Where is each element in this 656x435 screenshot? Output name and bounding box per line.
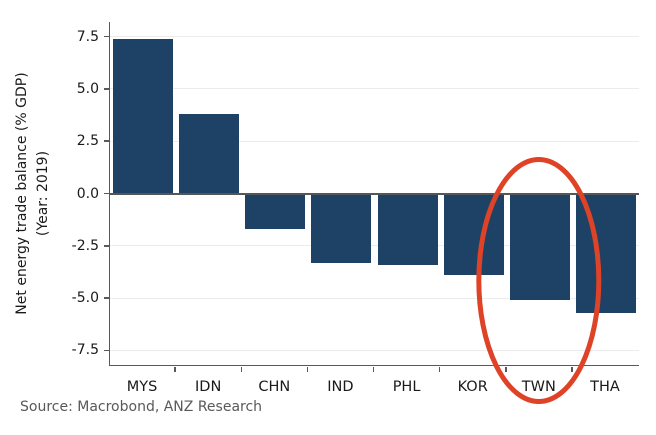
gridline-y--2.5: [110, 245, 639, 247]
y-tick-label-2.5: 2.5: [76, 133, 99, 150]
y-tick-label--2.5: -2.5: [71, 237, 99, 254]
y-axis-title-line1: Net energy trade balance (% GDP): [14, 72, 30, 315]
y-tick-mark: [104, 245, 109, 247]
y-tick-mark: [104, 140, 109, 142]
x-category-label-chn: CHN: [258, 379, 291, 395]
bar-kor: [443, 193, 504, 276]
x-category-label-idn: IDN: [195, 379, 222, 395]
y-tick-mark: [104, 297, 109, 299]
bar-tha: [575, 193, 636, 313]
bar-phl: [377, 193, 438, 265]
gridline-y--7.5: [110, 349, 639, 351]
y-tick-label--7.5: -7.5: [71, 342, 99, 359]
y-tick-mark: [104, 349, 109, 352]
bar-twn: [509, 193, 570, 301]
x-category-label-phl: PHL: [392, 379, 421, 395]
y-tick-mark: [104, 88, 109, 90]
x-category-label-kor: KOR: [457, 379, 488, 395]
plot-area: [109, 22, 639, 366]
x-tick-mark: [438, 366, 441, 372]
bar-mys: [113, 38, 174, 194]
x-tick-mark: [174, 366, 176, 372]
x-tick-mark: [240, 366, 242, 372]
y-tick-label-7.5: 7.5: [76, 28, 99, 45]
x-category-label-twn: TWN: [521, 379, 556, 395]
bar-ind: [311, 193, 372, 263]
y-tick-label--5: -5.0: [71, 290, 99, 307]
gridline-y-5: [110, 88, 639, 90]
x-tick-mark: [306, 366, 309, 372]
y-tick-label-0: 0.0: [76, 185, 99, 202]
x-category-label-ind: IND: [327, 379, 354, 395]
gridline-y-2.5: [110, 140, 639, 142]
zero-baseline: [110, 192, 639, 195]
bar-idn: [179, 114, 240, 194]
source-caption: Source: Macrobond, ANZ Research: [20, 399, 263, 415]
bar-chn: [245, 193, 306, 230]
x-category-label-mys: MYS: [126, 379, 158, 395]
x-tick-mark: [372, 366, 375, 372]
y-tick-mark: [104, 35, 109, 38]
gridline-y-7.5: [110, 36, 639, 38]
y-tick-label-5: 5.0: [76, 80, 99, 97]
x-tick-mark: [505, 366, 507, 372]
gridline-y--5: [110, 297, 639, 299]
x-category-label-tha: THA: [590, 379, 620, 395]
x-tick-mark: [571, 366, 573, 372]
y-tick-mark: [104, 192, 109, 195]
